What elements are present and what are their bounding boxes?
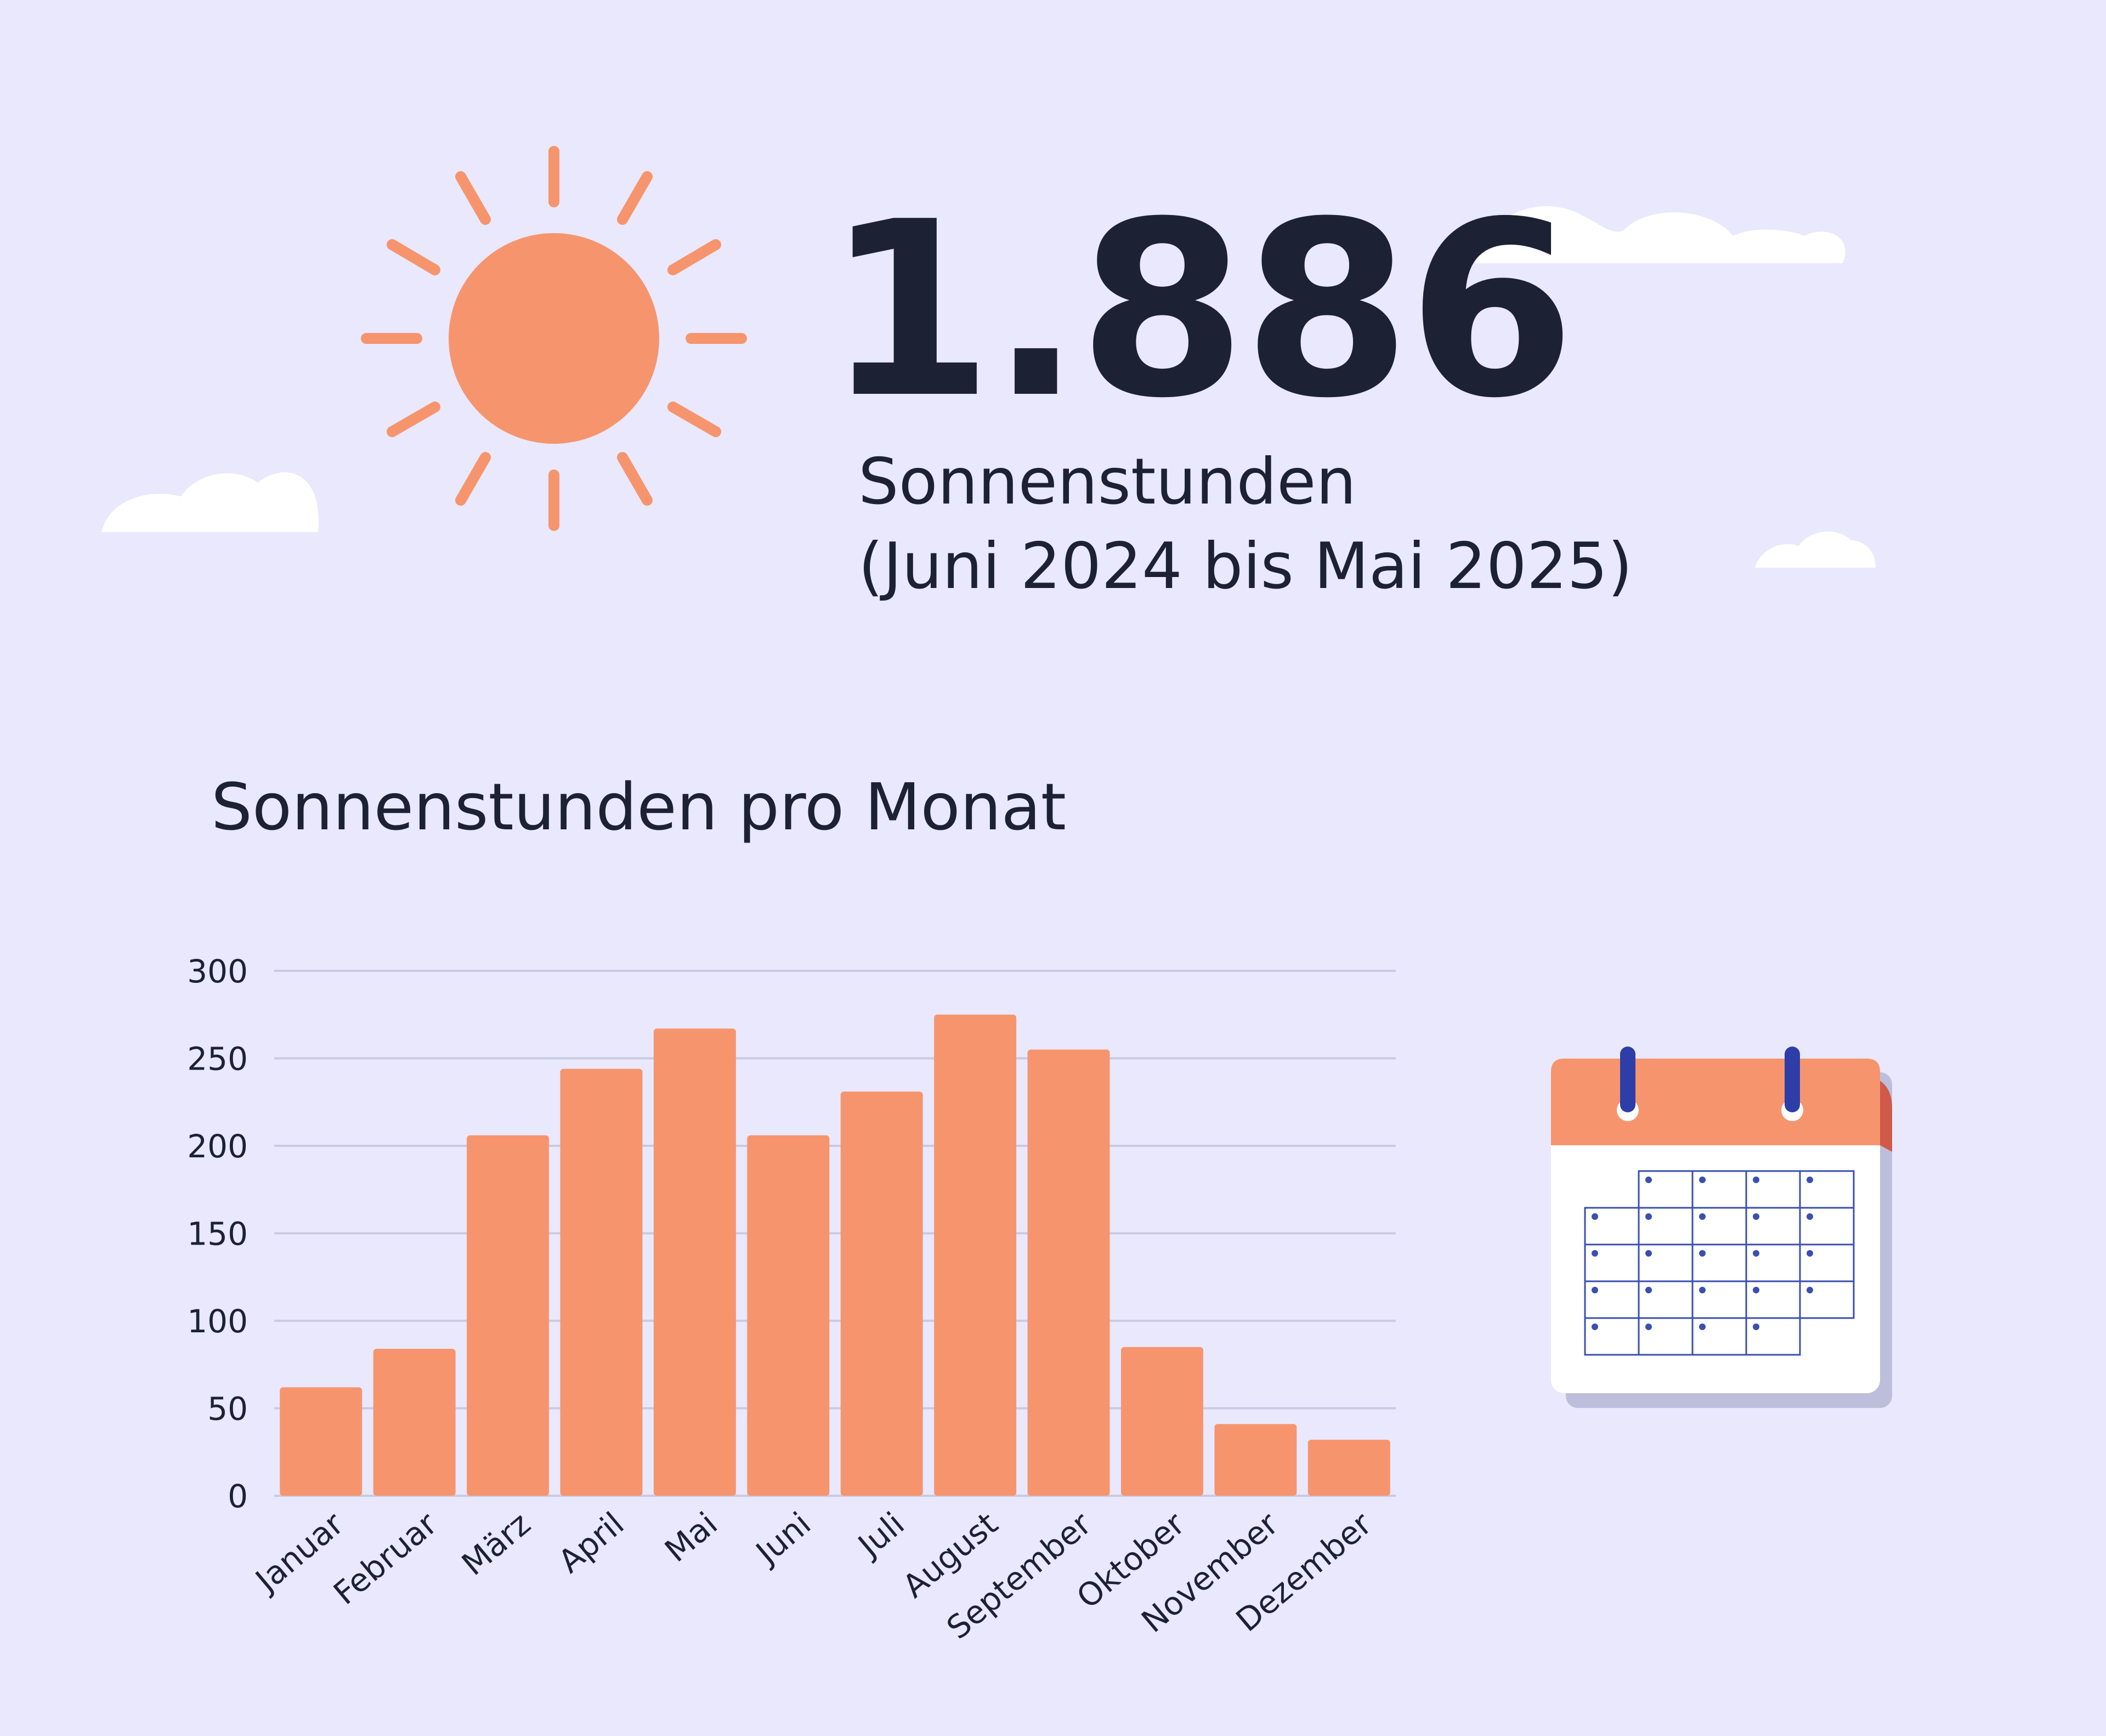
bar-chart: Sonnenstunden pro Monat 0 50 100 150 200 250 3… [187, 769, 1396, 1647]
chart-bars [280, 1014, 1390, 1496]
calendar-day-dot [1753, 1324, 1759, 1330]
y-axis-ticks: 0 50 100 150 200 250 300 [187, 953, 248, 1515]
bar-oktober [1120, 1347, 1203, 1496]
cloud-icon [1475, 206, 1845, 263]
x-tick-label: Juli [850, 1505, 912, 1565]
calendar-day-dot [1699, 1324, 1706, 1330]
calendar-day-dot [1592, 1287, 1598, 1293]
sun-icon [361, 146, 747, 531]
x-tick-label: April [551, 1505, 631, 1580]
y-tick-label: 300 [187, 953, 248, 990]
bar-mai [653, 1028, 736, 1496]
chart-title: Sonnenstunden pro Monat [211, 769, 1066, 845]
y-tick-label: 150 [187, 1215, 248, 1253]
calendar-day-dot [1753, 1250, 1759, 1257]
x-tick-label: Februar [326, 1505, 444, 1612]
y-tick-label: 0 [228, 1478, 248, 1515]
cloud-icon [1755, 531, 1876, 568]
calendar-day-dot [1645, 1324, 1652, 1330]
calendar-day-dot [1807, 1250, 1813, 1257]
headline-period: (Juni 2024 bis Mai 2025) [858, 529, 1633, 603]
bar-august [934, 1014, 1017, 1496]
bar-november [1214, 1424, 1297, 1496]
calendar-day-dot [1699, 1177, 1706, 1183]
calendar-day-dot [1592, 1324, 1598, 1330]
calendar-icon [1551, 1047, 1892, 1408]
calendar-day-dot [1645, 1213, 1652, 1220]
bar-juni [747, 1135, 830, 1496]
bar-dezember [1307, 1439, 1390, 1496]
calendar-day-dot [1645, 1250, 1652, 1257]
calendar-day-cell [1799, 1280, 1855, 1319]
cloud-icon [101, 472, 319, 532]
y-tick-label: 200 [187, 1128, 248, 1165]
calendar-day-dot [1753, 1287, 1759, 1293]
calendar-day-dot [1753, 1177, 1759, 1183]
y-tick-label: 100 [187, 1303, 248, 1340]
headline-value: 1.886 [825, 170, 1572, 451]
bar-juli [840, 1092, 923, 1496]
calendar-day-dot [1699, 1287, 1706, 1293]
bar-märz [467, 1135, 550, 1496]
calendar-day-dot [1807, 1213, 1813, 1220]
x-tick-label: März [455, 1505, 537, 1583]
calendar-day-dot [1699, 1213, 1706, 1220]
calendar-day-dot [1699, 1250, 1706, 1257]
y-tick-label: 250 [187, 1041, 248, 1078]
bar-februar [373, 1349, 456, 1496]
calendar-day-dot [1592, 1213, 1598, 1220]
bar-april [560, 1068, 643, 1496]
calendar-day-dot [1592, 1250, 1598, 1257]
x-tick-label: Juni [748, 1505, 818, 1573]
calendar-day-cell [1745, 1317, 1801, 1356]
bar-september [1027, 1049, 1110, 1496]
calendar-day-dot [1807, 1177, 1813, 1183]
calendar-grid [1584, 1170, 1855, 1356]
calendar-day-dot [1645, 1287, 1652, 1293]
x-tick-label: Mai [658, 1505, 724, 1569]
bar-januar [280, 1387, 363, 1496]
y-tick-label: 50 [207, 1390, 248, 1428]
calendar-day-dot [1645, 1177, 1652, 1183]
chart-gridlines [274, 970, 1396, 1497]
calendar-day-dot [1753, 1213, 1759, 1220]
calendar-day-dot [1807, 1287, 1813, 1293]
headline-label: Sonnenstunden [858, 445, 1356, 519]
